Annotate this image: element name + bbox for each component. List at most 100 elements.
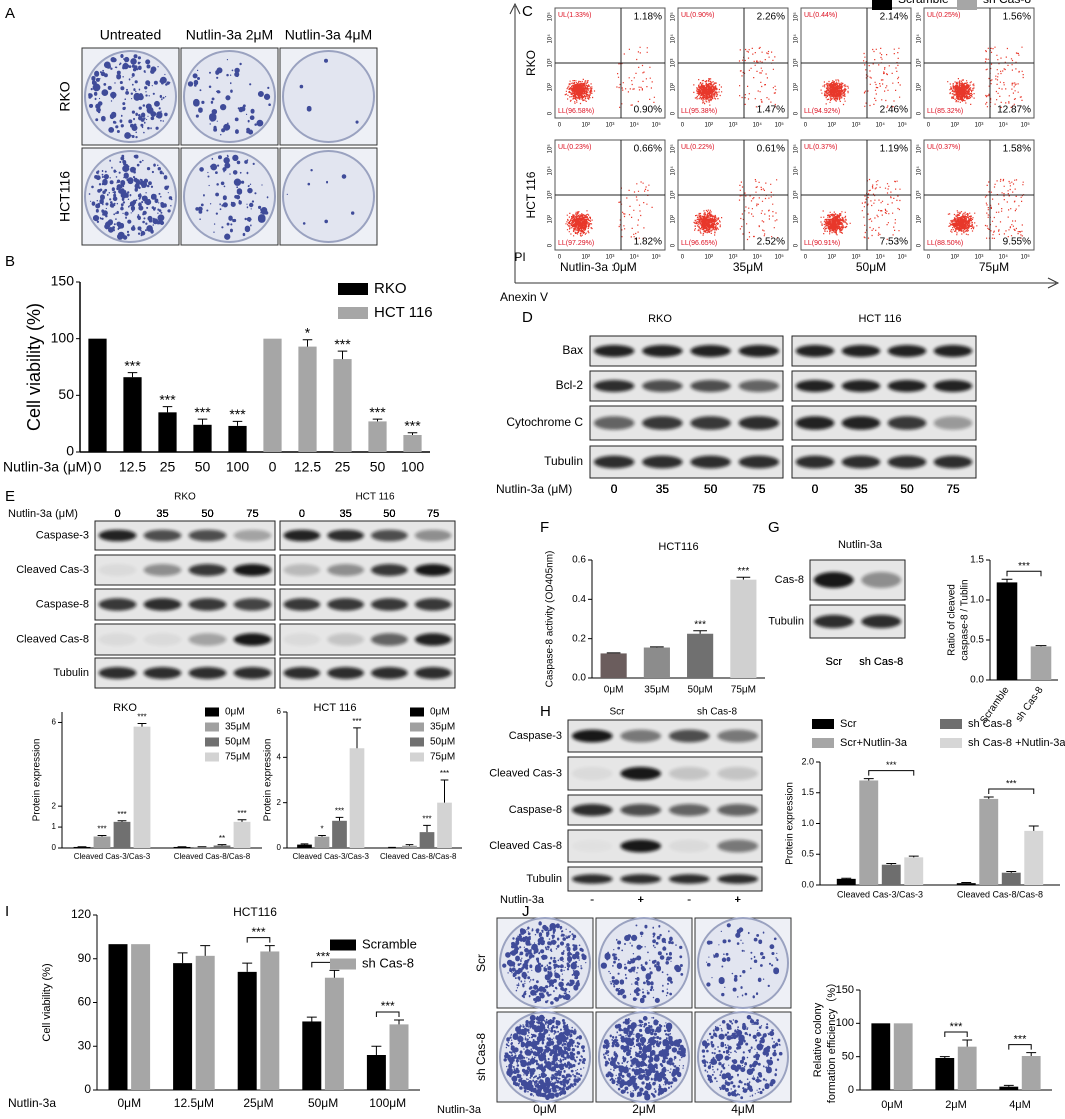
blot-band: [188, 633, 227, 646]
colonies: [187, 58, 271, 136]
legend-swatch: [205, 737, 219, 747]
bar: [233, 821, 251, 848]
quadrant-ul: UL(0.25%): [927, 12, 960, 19]
chart-title: HCT 116: [313, 702, 356, 714]
quadrant-lines: [555, 140, 665, 250]
y-tick-label: 6: [277, 707, 282, 716]
lane-label: 75: [946, 482, 960, 496]
lane-label: 50: [704, 482, 718, 496]
x-tick-label: 100: [226, 459, 250, 475]
legend-label: sh Cas-8: [968, 718, 1012, 730]
x-tick-label: 10³: [975, 255, 984, 261]
lane-label: 50: [383, 508, 395, 520]
legend-swatch: [410, 707, 424, 717]
error-bar: [1028, 825, 1039, 831]
chart-title: HCT116: [233, 905, 277, 919]
panel-letter: B: [5, 253, 15, 270]
y-tick-label: 10²: [794, 215, 800, 224]
blot-band: [593, 380, 635, 392]
lane-label: 75: [246, 508, 258, 520]
x-tick-label: 50: [195, 459, 211, 475]
significance: ***: [694, 619, 706, 630]
x-tick-label: 10³: [852, 255, 861, 261]
x-tick-label: 0: [558, 123, 562, 129]
blot-band: [717, 874, 759, 884]
legend-label: sh Cas-8 +Nutlin-3a: [968, 737, 1065, 749]
error-bar: [237, 819, 247, 822]
lane-label: +: [638, 894, 644, 906]
panel-letter: E: [5, 488, 15, 505]
quadrant-ul: UL(0.90%): [681, 12, 714, 19]
y-tick-label: 10³: [671, 59, 677, 68]
y-tick-label: 10⁵: [793, 144, 800, 154]
significance: ***: [251, 925, 265, 939]
x-tick-label: 10⁵: [652, 254, 662, 261]
lane-label: 35: [156, 508, 168, 520]
blot-band: [233, 598, 272, 611]
blot-band: [620, 766, 662, 781]
blot-band: [813, 614, 854, 629]
panel-letter: C: [522, 3, 533, 20]
y-tick-label: 150: [51, 273, 75, 289]
blot-band: [690, 380, 731, 392]
error-bar: [371, 1045, 382, 1055]
x-tick-label: 4μM: [1009, 1099, 1031, 1111]
blot-row-label: Cytochrome C: [506, 415, 583, 429]
legend-swatch: [205, 722, 219, 732]
bar: [193, 424, 212, 452]
significance: ***: [404, 417, 421, 433]
condition-label: Nutlin-3a: [437, 1104, 482, 1116]
y-axis-label: Protein expression: [32, 739, 43, 822]
y-tick-label: 10⁵: [547, 144, 554, 154]
x-tick-label: 75μM: [731, 685, 756, 696]
lane-label: -: [687, 894, 691, 906]
y-tick-label: 0: [794, 111, 800, 115]
bar: [871, 1023, 891, 1090]
legend-swatch: [957, 0, 977, 10]
error-bar: [1035, 645, 1047, 647]
condition-label: Nutlin-3a :: [560, 260, 615, 274]
y-tick-label: 10⁵: [916, 144, 923, 154]
lane-label: -: [687, 894, 691, 906]
lane-label: -: [590, 894, 594, 906]
colonies: [600, 924, 684, 1004]
y-tick-label: 10²: [794, 83, 800, 92]
blot-band: [571, 766, 613, 781]
y-tick-label: 1.5: [801, 787, 814, 797]
significance: *: [320, 825, 323, 834]
bar: [333, 359, 352, 452]
x-tick-label: 10³: [606, 123, 615, 129]
lane-label: 50: [704, 482, 718, 496]
blot-band: [668, 804, 710, 816]
y-tick-label: 60: [78, 995, 92, 1009]
bar: [1021, 1056, 1041, 1090]
lane-label: 50: [201, 508, 213, 520]
quadrant-lr: 2.46%: [880, 105, 908, 116]
y-axis-label: Protein expression: [785, 782, 796, 865]
lane-label: 50: [900, 482, 914, 496]
x-tick-label: 10⁵: [775, 254, 785, 261]
lane-label: 75: [946, 482, 960, 496]
quadrant-ur: 2.14%: [880, 12, 908, 23]
legend-label: Scramble: [898, 0, 949, 6]
blot-band: [795, 416, 835, 430]
flow-events: [693, 46, 777, 108]
lane-label: 0: [611, 482, 618, 496]
blot-band: [371, 529, 408, 542]
lane-label: +: [735, 894, 741, 906]
column-label: Untreated: [100, 27, 161, 43]
quadrant-ul: UL(0.22%): [681, 144, 714, 151]
quadrant-ur: 0.66%: [634, 144, 662, 155]
error-bar: [200, 945, 211, 956]
bar: [263, 338, 282, 452]
lane-label: -: [590, 894, 594, 906]
lane-label: 35: [156, 508, 168, 520]
blot-band: [98, 564, 137, 576]
blot-band: [620, 729, 662, 743]
x-tick-label: Cleaved Cas-3/Cas-3: [74, 852, 151, 861]
legend-swatch: [330, 939, 356, 951]
blot-band: [283, 529, 321, 542]
blot-band: [738, 380, 780, 392]
y-tick-label: 10²: [671, 215, 677, 224]
